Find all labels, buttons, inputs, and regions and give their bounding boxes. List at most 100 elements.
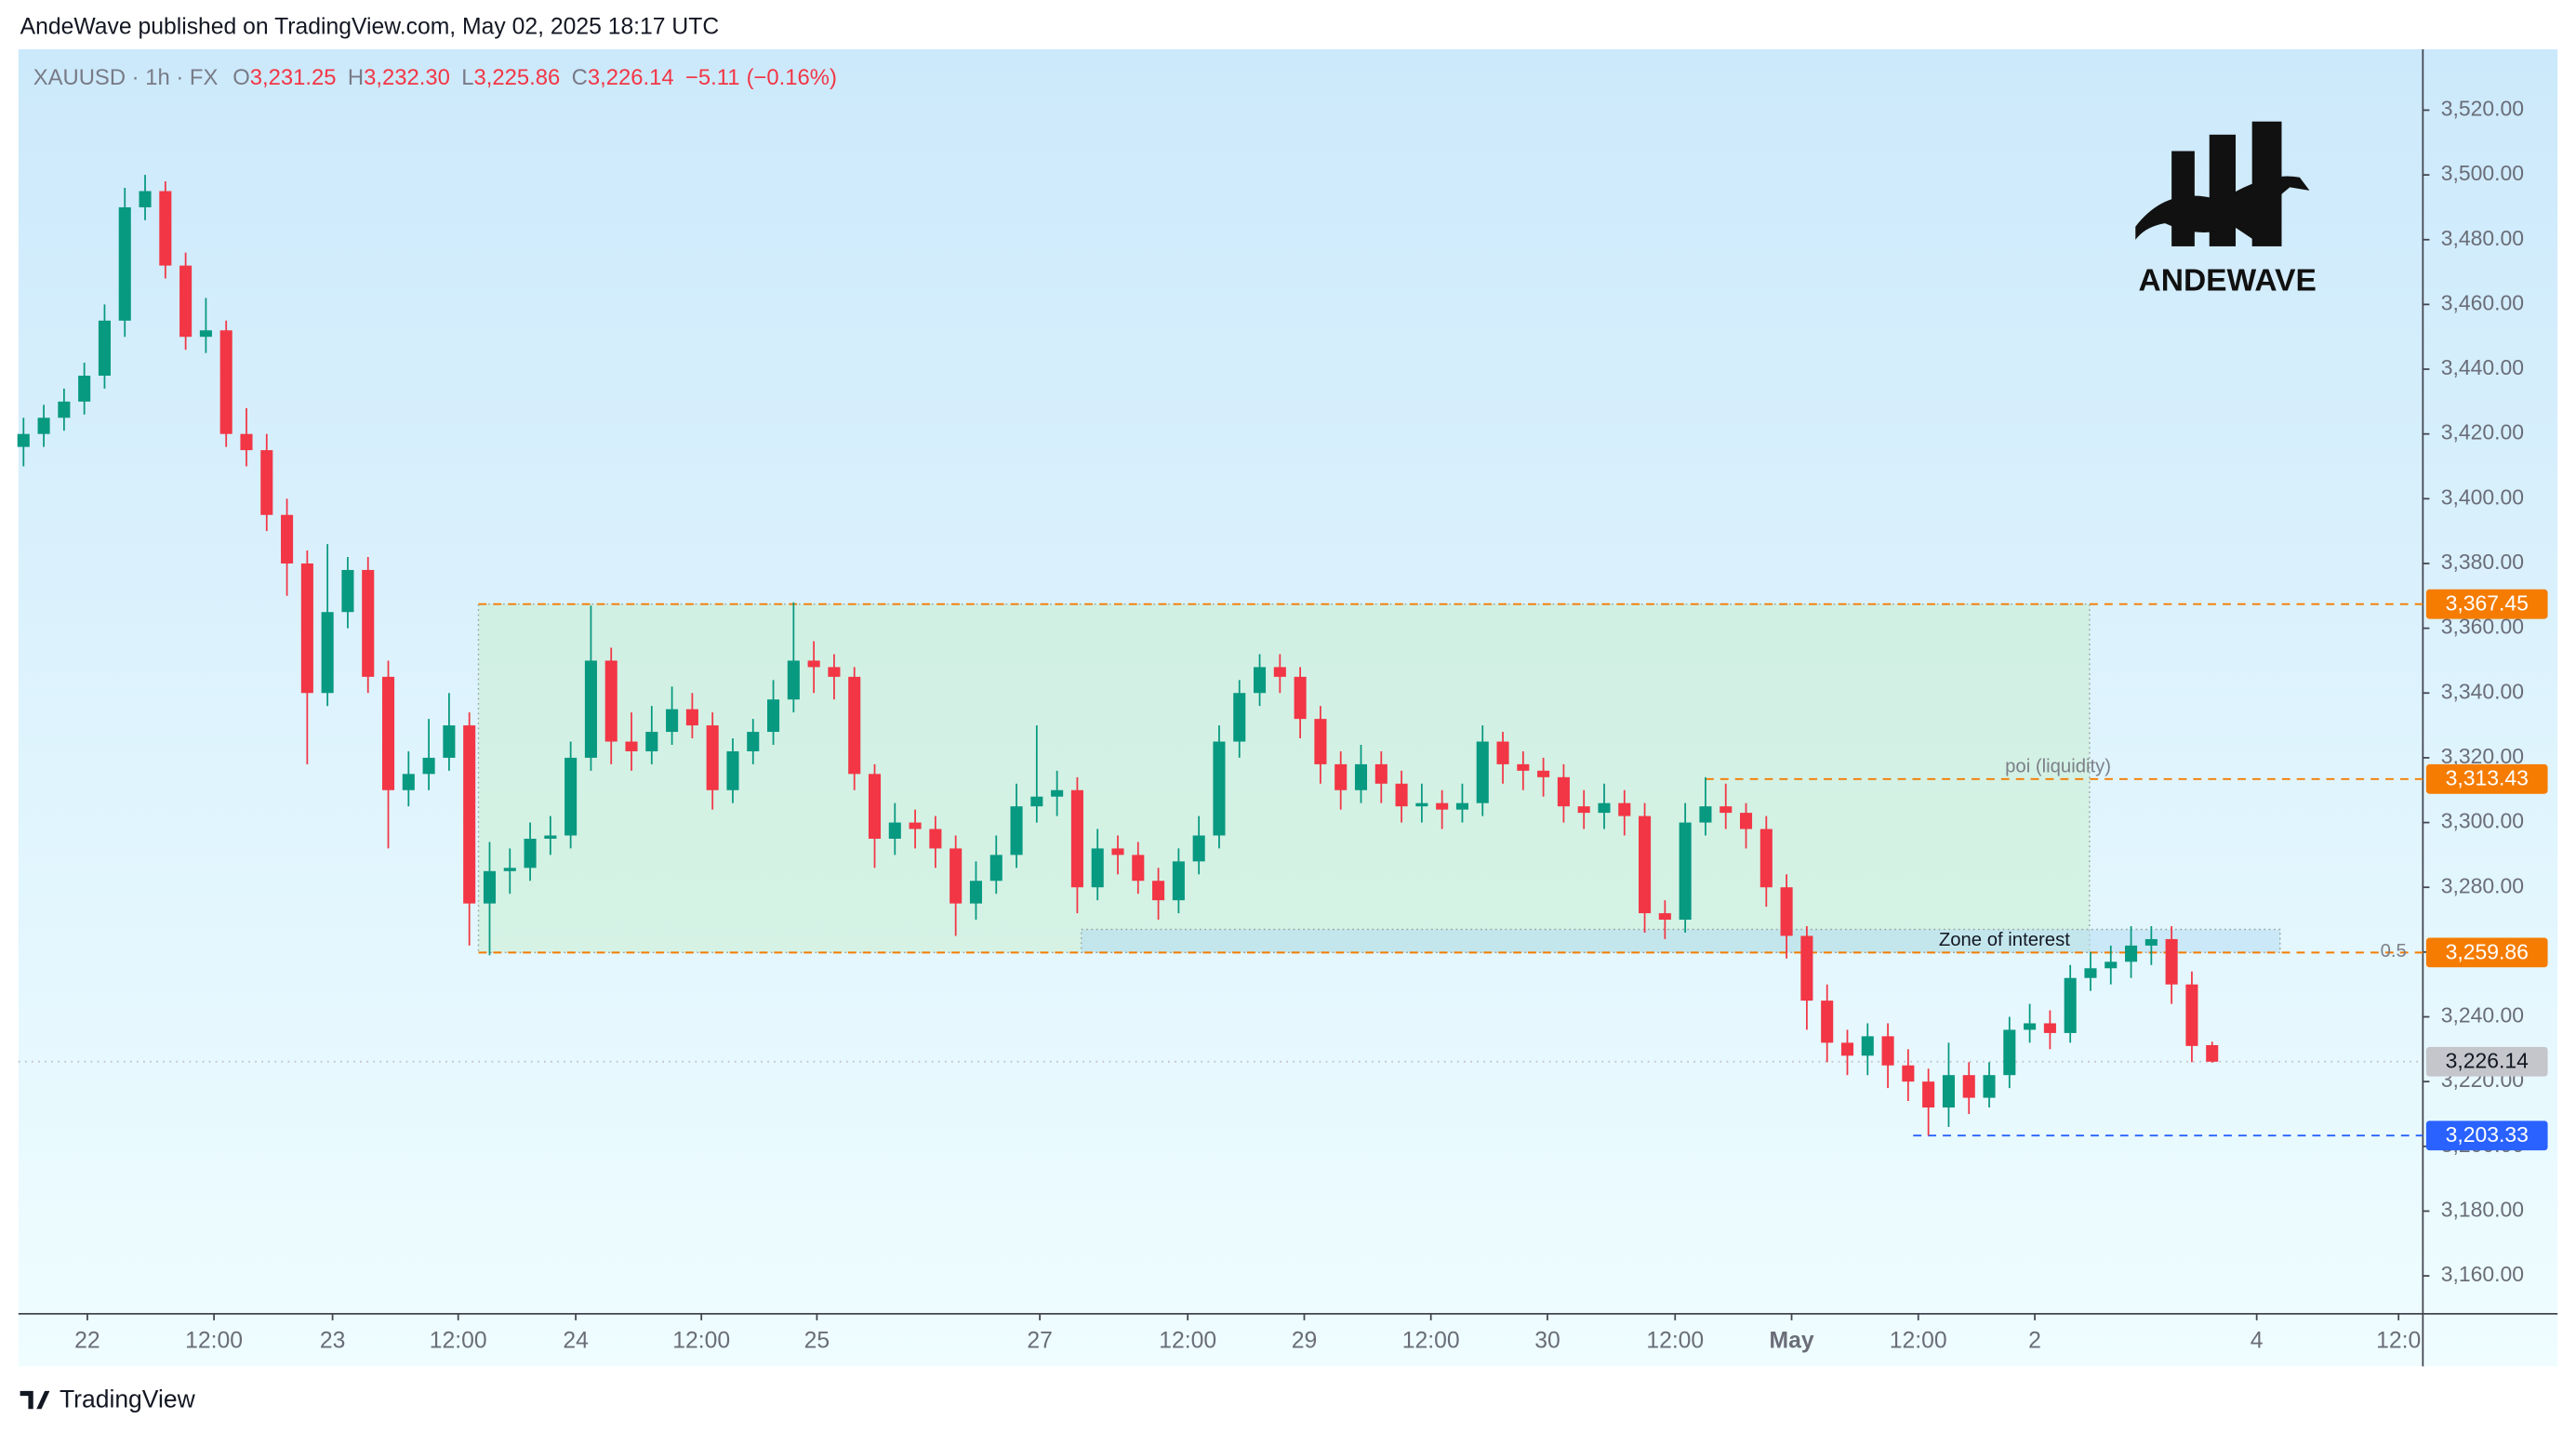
candle-body: [2206, 1044, 2219, 1062]
candle-body: [1070, 789, 1083, 888]
x-tick-label: May: [1770, 1328, 1814, 1353]
candle-body: [1051, 789, 1064, 797]
candle-body: [2165, 938, 2178, 985]
legend-change-pct: (−0.16%): [747, 65, 837, 90]
candle-body: [1881, 1036, 1894, 1066]
legend-field-name: C: [572, 65, 588, 90]
candle-body: [321, 612, 334, 694]
legend-field-value: 3,232.30: [364, 65, 450, 90]
candle-body: [828, 667, 841, 677]
y-tick-label: 3,420.00: [2441, 420, 2524, 444]
candle-body: [1902, 1065, 1915, 1082]
price-label-box: [2425, 589, 2548, 619]
candle-body: [929, 829, 942, 849]
candle-body: [1780, 887, 1793, 936]
candle-body: [1395, 783, 1408, 807]
candle-body: [666, 709, 679, 733]
candle-body: [1598, 802, 1611, 814]
candle-body: [1172, 861, 1185, 901]
candle-body: [260, 450, 273, 515]
price-label-box: [2425, 1046, 2548, 1077]
price-label: 3,203.33: [2446, 1122, 2529, 1147]
x-tick-label: 23: [320, 1328, 346, 1353]
candle-body: [564, 757, 578, 836]
x-tick-label: 12:00: [1159, 1328, 1216, 1353]
x-tick-label: 22: [74, 1328, 100, 1353]
candle-body: [544, 835, 557, 839]
candle-body: [37, 418, 50, 434]
logo-bull: [2135, 176, 2310, 240]
footer-text: TradingView: [60, 1385, 196, 1412]
candle-body: [179, 265, 193, 338]
price-label-box: [2425, 763, 2548, 794]
y-tick-label: 3,240.00: [2441, 1003, 2524, 1028]
candle-body: [1273, 667, 1286, 677]
candle-body: [1962, 1075, 1975, 1098]
candle-body: [402, 774, 415, 790]
candle-body: [219, 330, 232, 434]
candle-body: [1354, 763, 1368, 790]
candle-body: [2125, 945, 2138, 962]
candle-body: [787, 660, 800, 700]
x-tick-label: 30: [1534, 1328, 1560, 1353]
y-tick-label: 3,520.00: [2441, 97, 2524, 121]
candle-body: [1577, 806, 1590, 814]
legend-field-name: H: [348, 65, 364, 90]
logo-text: ANDEWAVE: [2139, 264, 2317, 298]
x-tick-label: 12:00: [185, 1328, 243, 1353]
candle-body: [2185, 984, 2198, 1046]
annotation: poi (liquidity): [2005, 757, 2111, 777]
candle-body: [1517, 763, 1530, 771]
x-tick-label: 2: [2028, 1328, 2041, 1353]
candle-body: [685, 709, 698, 726]
candle-body: [1537, 770, 1550, 777]
x-tick-label: 12:00: [1646, 1328, 1704, 1353]
candle-body: [1213, 741, 1226, 836]
candle-body: [1030, 796, 1043, 807]
candle-body: [1821, 1001, 1834, 1043]
logo: ANDEWAVE: [2135, 121, 2317, 298]
candle-body: [949, 848, 963, 904]
candle-body: [1759, 829, 1773, 888]
candle-body: [1436, 802, 1449, 810]
legend-change: −5.11: [685, 65, 740, 90]
x-tick-label: 27: [1027, 1328, 1052, 1353]
y-tick-label: 3,320.00: [2441, 744, 2524, 768]
candle-body: [1639, 815, 1652, 914]
x-tick-label: 25: [804, 1328, 830, 1353]
candle-body: [1496, 741, 1509, 764]
x-tick-label: 4: [2251, 1328, 2264, 1353]
annotation: Zone of interest: [1939, 930, 2070, 950]
candle-body: [1455, 802, 1468, 810]
legend-field-value: 3,231.25: [250, 65, 337, 90]
candle-body: [2043, 1023, 2056, 1033]
x-tick-label: 12:0: [2376, 1328, 2421, 1353]
legend-field-value: 3,226.14: [588, 65, 674, 90]
candle-body: [281, 514, 294, 564]
candle-body: [868, 774, 882, 839]
candle-body: [17, 433, 30, 447]
price-label: 3,259.86: [2446, 939, 2529, 963]
published-line: AndeWave published on TradingView.com, M…: [20, 15, 720, 40]
y-tick-label: 3,380.00: [2441, 550, 2524, 574]
candle-body: [848, 676, 861, 775]
candle-body: [767, 699, 780, 733]
y-tick-label: 3,280.00: [2441, 873, 2524, 897]
zone: [1081, 928, 2281, 954]
candle-body: [1314, 719, 1327, 764]
candle-body: [909, 822, 922, 829]
x-tick-label: 29: [1292, 1328, 1317, 1353]
x-tick-label: 12:00: [1402, 1328, 1460, 1353]
x-tick-label: 12:00: [672, 1328, 730, 1353]
candle-body: [2024, 1023, 2037, 1030]
x-tick-label: 12:00: [1890, 1328, 1947, 1353]
candle-body: [2105, 961, 2118, 969]
candle-body: [139, 191, 152, 207]
candle-body: [1699, 806, 1712, 823]
candle-body: [1334, 763, 1348, 790]
y-tick-label: 3,180.00: [2441, 1198, 2524, 1222]
legend-field-name: O: [232, 65, 250, 90]
legend: XAUUSD · 1h · FX O3,231.25 H3,232.30 L3,225…: [33, 65, 837, 90]
